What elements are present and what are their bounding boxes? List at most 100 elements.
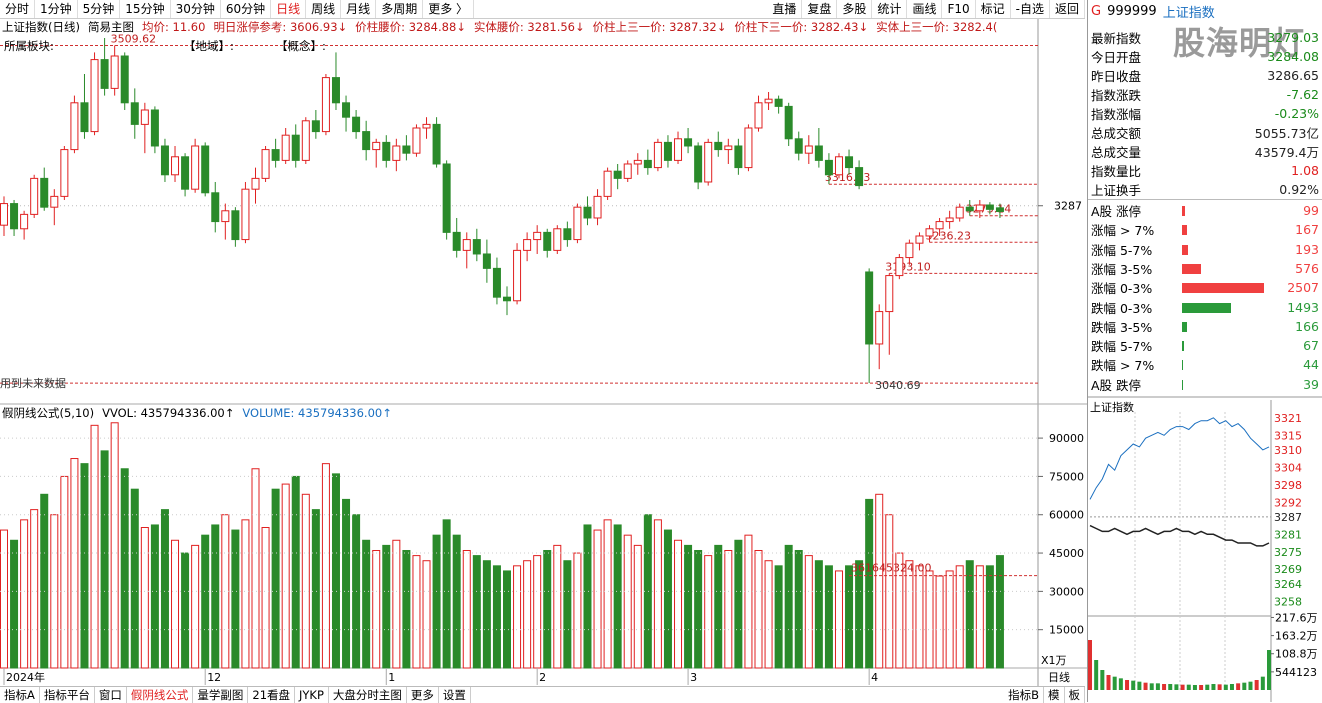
volume-bar (382, 544, 391, 669)
tool-button[interactable]: F10 (942, 0, 976, 18)
candle-body (935, 221, 944, 230)
volume-bar (684, 544, 693, 669)
volume-bar (704, 555, 713, 669)
volume-bar (50, 514, 59, 669)
mini-volume-bar (1223, 684, 1228, 690)
indicator-tab[interactable]: 假阴线公式 (127, 687, 194, 703)
tool-button[interactable]: 直播 (767, 0, 803, 18)
volume-bar (593, 529, 602, 669)
tool-button[interactable]: 返回 (1050, 0, 1085, 18)
indicator-tab[interactable]: 窗口 (95, 687, 127, 703)
period-tab[interactable]: 5分钟 (78, 0, 121, 18)
indicator-tab[interactable]: 设置 (439, 687, 471, 703)
candle-body (492, 267, 501, 298)
mini-volume-bar (1149, 683, 1154, 690)
stat-row: 总成交额 5055.73亿 (1091, 123, 1319, 142)
candle-body (633, 159, 642, 165)
indicator-tab[interactable]: 量学副图 (193, 687, 249, 703)
candle-body (412, 127, 421, 154)
indicator-tab[interactable]: 指标平台 (40, 687, 95, 703)
volume-tick-label: 30000 (1049, 585, 1084, 598)
stat-label: 总成交额 (1091, 126, 1142, 141)
stat-value: 43579.4万 (1254, 145, 1319, 160)
mini-volume-bar (1112, 676, 1117, 690)
period-tab[interactable]: 分时 (0, 0, 36, 18)
code-prefix: G (1091, 4, 1102, 19)
volume-bar (794, 549, 803, 669)
period-tab[interactable]: 周线 (306, 0, 342, 18)
period-tab[interactable]: 多周期 (376, 0, 424, 18)
volume-bar (30, 509, 39, 669)
candle-body (442, 163, 451, 233)
indicator-tab[interactable]: JYKP (295, 687, 329, 703)
tool-button[interactable]: 复盘 (802, 0, 838, 18)
tool-button[interactable]: 统计 (872, 0, 908, 18)
candle-body (70, 102, 79, 151)
period-tab[interactable]: 15分钟 (120, 0, 171, 18)
candle-body (784, 105, 793, 140)
volume-tick-label: 15000 (1049, 624, 1084, 637)
volume-bar (694, 549, 703, 669)
tool-button[interactable]: 画线 (907, 0, 943, 18)
indicator-tab[interactable]: 模 (1044, 687, 1065, 703)
tool-button[interactable]: 标记 (976, 0, 1011, 18)
mini-volume-bar (1242, 682, 1247, 690)
mini-vol-label: 544123 (1275, 666, 1317, 679)
sector-label: 所属板块: (4, 39, 54, 53)
volume-title: 假阴线公式(5,10) (2, 406, 95, 420)
divider (1088, 199, 1322, 200)
volume-bar (855, 560, 864, 669)
candle-body (201, 145, 210, 194)
stat-value: -7.62 (1286, 87, 1319, 102)
candle-body (603, 170, 612, 197)
sector-label: 【地域】: (184, 39, 234, 53)
candle-body (0, 203, 8, 226)
tool-button[interactable]: -自选 (1011, 0, 1050, 18)
volume-bar (824, 565, 833, 669)
period-tab[interactable]: 30分钟 (171, 0, 221, 18)
mini-volume-bar (1199, 685, 1204, 690)
volume-bar (674, 539, 683, 669)
breadth-label: 涨幅 > 7% (1091, 223, 1155, 239)
volume-bar (563, 560, 572, 669)
indicator-tab[interactable]: 21看盘 (248, 687, 296, 703)
indicator-tab[interactable]: 大盘分时主图 (329, 687, 407, 703)
candle-body (241, 188, 250, 241)
volume-bar (613, 524, 622, 669)
period-tab[interactable]: 1分钟 (35, 0, 78, 18)
period-tab[interactable]: 更多 〉 (423, 0, 475, 18)
candle-body (60, 149, 69, 197)
volume-bar (955, 565, 964, 669)
period-tab[interactable]: 日线 (271, 0, 307, 18)
candle-body (643, 159, 652, 169)
indicator: 实体上三一价: 3282.4( (876, 20, 998, 34)
candle-body (452, 231, 461, 251)
volume-bar (834, 570, 843, 669)
indicator-tab[interactable]: 更多 (407, 687, 439, 703)
quote-header: G 999999 上证指数 (1091, 2, 1215, 21)
toolbar: 分时 1分钟 5分钟 15分钟 30分钟 60分钟 日线 周线 月线 多周期 更多 〉 直播 复盘 多股统… (0, 0, 1085, 19)
breadth-value: 67 (1303, 338, 1319, 354)
mini-tick-label: 3264 (1274, 578, 1302, 591)
candle-body (40, 177, 49, 208)
candle-body (10, 203, 19, 230)
indicator-tab[interactable]: 板 (1065, 687, 1085, 703)
candle-body (352, 116, 361, 133)
volume-bar (623, 534, 632, 669)
breadth-bar (1182, 244, 1189, 255)
indicator-tab[interactable]: 指标A (0, 687, 40, 703)
mini-volume-bar (1205, 684, 1210, 690)
candle-body (573, 206, 582, 241)
indicator-tab[interactable]: 指标B (1004, 687, 1044, 703)
candle-body (744, 127, 753, 169)
breadth-value: 1493 (1287, 299, 1319, 315)
candle-body (674, 138, 683, 161)
period-tab[interactable]: 60分钟 (221, 0, 272, 18)
tool-button[interactable]: 多股 (837, 0, 873, 18)
volume-bar (472, 555, 481, 669)
volume-bar (915, 565, 924, 669)
period-tab[interactable]: 月线 (341, 0, 377, 18)
mini-tick-label: 3304 (1274, 461, 1302, 474)
breadth-label: 涨幅 0-3% (1091, 281, 1153, 297)
candle-body (885, 275, 894, 313)
